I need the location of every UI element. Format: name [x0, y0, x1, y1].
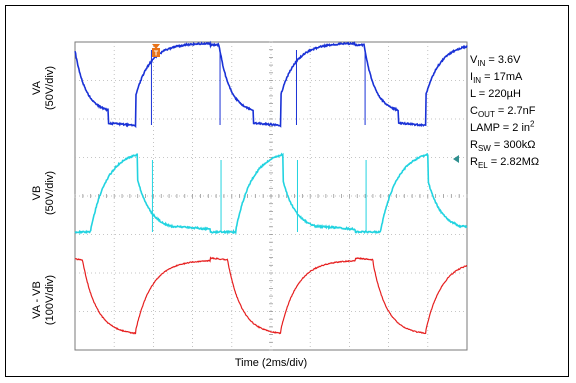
- trigger-label: T: [154, 51, 159, 58]
- channel-name: VA: [31, 66, 44, 110]
- condition-lamp: LAMP = 2 in2: [470, 120, 539, 137]
- condition-vin: VIN = 3.6V: [470, 52, 539, 69]
- condition-l: L = 220µH: [470, 86, 539, 103]
- condition-iin: IIN = 17mA: [470, 69, 539, 86]
- x-axis-label: Time (2ms/div): [75, 357, 467, 369]
- channel-scale: (50V/div): [44, 66, 57, 110]
- channel-scale: (100V/div): [44, 275, 57, 325]
- test-conditions: VIN = 3.6V IIN = 17mA L = 220µH COUT = 2…: [470, 52, 539, 171]
- condition-cout: COUT = 2.7nF: [470, 103, 539, 120]
- channel-scale: (50V/div): [44, 171, 57, 215]
- condition-rel: REL = 2.82MΩ: [470, 154, 539, 171]
- channel-name: VA - VB: [31, 275, 44, 325]
- channel-name: VB: [31, 171, 44, 215]
- condition-rsw: RSW = 300kΩ: [470, 137, 539, 154]
